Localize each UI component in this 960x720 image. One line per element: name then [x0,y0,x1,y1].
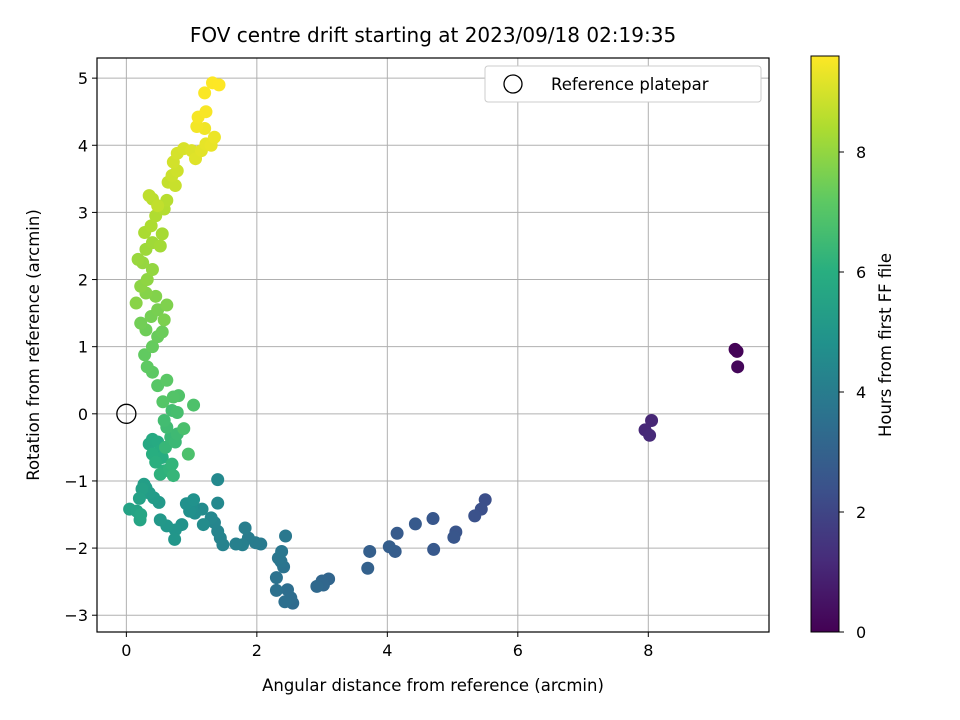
data-point [140,273,154,287]
data-point [198,86,212,100]
data-points [116,76,745,610]
data-point [187,493,201,507]
data-point [278,595,292,609]
data-point [238,521,252,535]
colorbar-tick-label: 0 [856,623,866,642]
data-point [134,508,148,522]
data-point [156,395,170,409]
chart-title: FOV centre drift starting at 2023/09/18 … [190,23,676,47]
data-point [643,428,657,442]
data-point [157,414,171,428]
data-point [229,537,243,551]
y-tick-label: −3 [64,606,88,625]
data-point [211,473,225,487]
y-axis-label: Rotation from reference (arcmin) [24,209,43,481]
axis-ticks: 0 2 4 6 8 −3 −2 −1 0 1 2 3 4 5 [64,69,653,660]
data-point [144,219,158,233]
data-point [281,583,295,597]
y-tick-label: 0 [78,405,88,424]
y-tick-label: −2 [64,539,88,558]
data-point [177,422,191,436]
data-point [140,360,154,374]
data-point [168,179,182,193]
data-point [269,571,283,585]
data-point [149,289,163,303]
data-point [390,526,404,540]
data-point [211,496,225,510]
data-point [129,296,143,310]
data-point [196,518,210,532]
y-tick-label: 3 [78,203,88,222]
data-point [155,325,169,339]
data-point [131,252,145,266]
data-point [361,561,375,575]
data-point [447,530,461,544]
data-point [153,239,167,253]
data-point [142,189,156,203]
data-point [408,517,422,531]
legend-marker-icon [503,74,523,94]
y-tick-label: 1 [78,338,88,357]
data-point [132,491,146,505]
data-point [730,344,744,358]
data-point [187,398,201,412]
x-tick-label: 8 [643,641,653,660]
plot-frame [96,57,770,633]
data-point [181,447,195,461]
data-point [212,78,226,92]
y-tick-label: 5 [78,69,88,88]
data-point [426,512,440,526]
data-point [382,540,396,554]
colorbar-tick-label: 2 [856,503,866,522]
reference-point [116,403,137,424]
data-point [153,513,167,527]
colorbar-ticks: 0 2 4 6 8 [839,143,866,642]
data-point [645,414,659,428]
data-point [168,532,182,546]
data-point [145,340,159,354]
data-point [159,440,173,454]
legend-entry-label: Reference platepar [551,75,709,94]
data-point [160,298,174,312]
x-tick-label: 2 [252,641,262,660]
legend-box [484,65,762,103]
y-tick-label: 4 [78,136,88,155]
data-point [166,390,180,404]
colorbar-tick-label: 6 [856,263,866,282]
colorbar: 0 2 4 6 8 Hours from first FF file [810,55,895,642]
data-point [275,544,289,558]
data-point [151,199,165,213]
x-axis-label: Angular distance from reference (arcmin) [262,676,604,695]
y-tick-label: 2 [78,271,88,290]
data-point [269,583,283,597]
data-point [166,469,180,483]
data-point [160,373,174,387]
y-tick-label: −1 [64,472,88,491]
colorbar-gradient [810,55,840,633]
data-point [199,105,213,119]
data-point [157,313,171,327]
colorbar-tick-label: 4 [856,383,866,402]
colorbar-tick-label: 8 [856,143,866,162]
x-tick-label: 0 [121,641,131,660]
data-point [468,509,482,523]
data-point [207,130,221,144]
data-point [279,529,293,543]
data-point [138,348,152,362]
data-point [145,262,159,276]
legend: Reference platepar [484,65,762,103]
data-point [170,405,184,419]
data-point [427,542,441,556]
data-point [731,360,745,374]
x-tick-label: 4 [382,641,392,660]
colorbar-label: Hours from first FF file [876,253,895,437]
data-point [155,227,169,241]
data-point [134,316,148,330]
data-point [310,579,324,593]
data-point [149,455,163,469]
data-point [363,544,377,558]
data-point [165,457,179,471]
x-tick-label: 6 [513,641,523,660]
